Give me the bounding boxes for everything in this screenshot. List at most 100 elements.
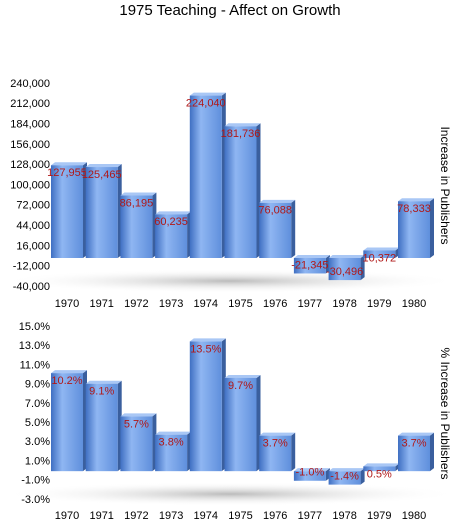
bar [224, 377, 257, 472]
floor-shadow [0, 482, 459, 506]
bar [398, 201, 430, 258]
y-axis-label: % Increase in Publishers [438, 347, 452, 479]
y-tick-label: 72,000 [16, 200, 50, 212]
bar-top [363, 247, 400, 251]
bar [120, 416, 153, 472]
bar [224, 126, 257, 259]
y-tick-label: 5.0% [25, 417, 50, 429]
floor-shadow [0, 269, 459, 293]
y-tick-label: 13.0% [19, 340, 50, 352]
bar-top [398, 198, 434, 202]
x-tick-label: 1976 [263, 298, 287, 310]
bar-top [224, 374, 261, 378]
bar-top [51, 162, 87, 166]
bar [293, 258, 326, 274]
x-tick-label: 1973 [159, 510, 183, 522]
bar-top [120, 413, 157, 417]
y-tick-label: -1.0% [21, 475, 50, 487]
bar [328, 471, 361, 485]
bar-top [85, 380, 122, 384]
bar-top [293, 468, 330, 472]
y-tick-label: 7.0% [25, 398, 50, 410]
value-label: -1.0% [296, 467, 325, 479]
bar-top [155, 211, 192, 215]
x-tick-label: 1974 [194, 298, 218, 310]
x-tick-label: 1980 [402, 298, 426, 310]
value-label: -1.4% [330, 471, 359, 483]
x-tick-label: 1979 [367, 510, 391, 522]
bar [398, 435, 430, 472]
value-label: 0.5% [367, 468, 392, 480]
value-label: 127,955 [47, 167, 87, 179]
y-tick-label: 16,000 [16, 240, 50, 252]
value-label: 224,040 [186, 97, 226, 109]
y-tick-label: 100,000 [10, 179, 50, 191]
bar-top [259, 199, 296, 203]
y-tick-label: -3.0% [21, 494, 50, 506]
value-label: 10,372 [362, 252, 396, 264]
bar-top [224, 123, 261, 127]
y-tick-label: 156,000 [10, 139, 50, 151]
y-tick-label: -12,000 [13, 261, 50, 273]
bar-top [85, 164, 122, 168]
bar-side [291, 199, 296, 258]
bar-side [360, 255, 365, 281]
x-tick-label: 1974 [194, 510, 218, 522]
value-label: 76,088 [258, 205, 292, 217]
x-tick-label: 1972 [124, 510, 148, 522]
bar [51, 165, 83, 258]
chart-title: 1975 Teaching - Affect on Growth [119, 2, 340, 19]
y-tick-label: 184,000 [10, 119, 50, 131]
bar-side [430, 432, 434, 472]
bar [85, 167, 118, 258]
value-label: 181,736 [221, 128, 261, 140]
x-tick-label: 1971 [89, 298, 113, 310]
x-tick-label: 1978 [332, 510, 356, 522]
bar-top [51, 370, 87, 374]
bar-top [120, 192, 157, 196]
y-tick-label: -40,000 [13, 281, 50, 293]
bar-top [155, 431, 192, 435]
x-tick-label: 1980 [402, 510, 426, 522]
x-tick-label: 1978 [332, 298, 356, 310]
bar-top [328, 468, 365, 472]
bar-top [398, 432, 434, 436]
bar-top [259, 432, 296, 436]
bar [51, 373, 83, 472]
value-label: 5.7% [124, 418, 149, 430]
x-tick-label: 1977 [298, 298, 322, 310]
y-tick-label: 128,000 [10, 159, 50, 171]
y-tick-label: 9.0% [25, 379, 50, 391]
x-tick-label: 1970 [55, 298, 79, 310]
value-label: 3.7% [401, 438, 426, 450]
value-label: -30,496 [326, 266, 363, 278]
y-axis-label: Increase in Publishers [438, 126, 452, 244]
bar [155, 434, 188, 472]
y-tick-label: 44,000 [16, 220, 50, 232]
value-label: 3.7% [263, 438, 288, 450]
bar [259, 435, 292, 472]
x-tick-label: 1972 [124, 298, 148, 310]
bar [189, 95, 222, 258]
bar-side [430, 198, 434, 258]
value-label: 9.1% [89, 386, 114, 398]
bar [189, 341, 222, 472]
bar-top [328, 255, 365, 258]
value-label: 13.5% [190, 343, 221, 355]
bar [259, 202, 292, 258]
value-label: 60,235 [154, 216, 188, 228]
y-tick-label: 15.0% [19, 321, 50, 333]
x-tick-label: 1979 [367, 298, 391, 310]
x-tick-label: 1975 [228, 298, 252, 310]
bar-top [189, 338, 226, 342]
bar-top [363, 463, 400, 467]
value-label: 78,333 [397, 203, 431, 215]
y-tick-label: 240,000 [10, 78, 50, 90]
y-tick-label: 212,000 [10, 98, 50, 110]
x-tick-label: 1970 [55, 510, 79, 522]
bar [293, 471, 326, 481]
x-tick-label: 1976 [263, 510, 287, 522]
bar-top [293, 255, 330, 258]
bar-side [291, 432, 296, 472]
